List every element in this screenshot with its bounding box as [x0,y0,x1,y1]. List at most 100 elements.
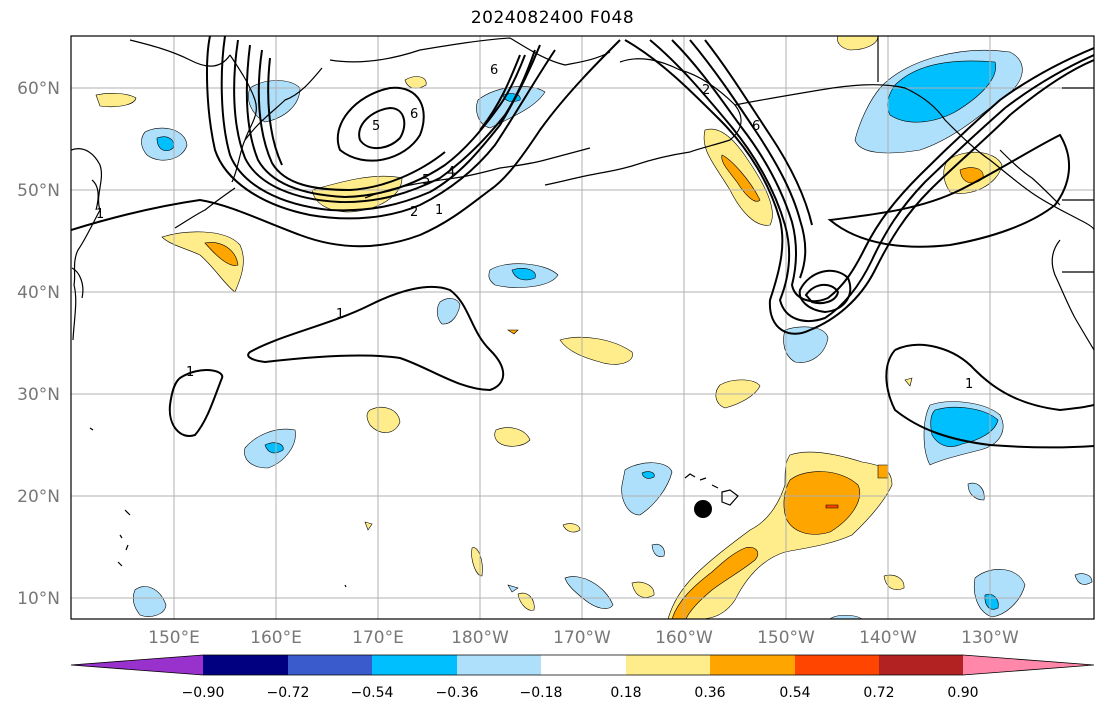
lon-label: 170°E [352,628,404,648]
map-frame [70,35,1095,620]
contour-label-group: 1 1 1 1 1 2 2 4 5 5 6 6 6 [96,63,973,392]
fill-yellow-small1 [364,521,373,531]
fill-blue-sw1-core [264,442,284,454]
fill-yellow-mid3 [507,329,519,335]
contour-label: 6 [490,63,498,78]
fill-blue-hawaii-w [621,462,673,516]
colorbar-tick-label: −0.36 [436,685,479,701]
lon-label: 160°E [250,628,302,648]
contour-w-3 [220,36,541,212]
coast-okhotsk [129,39,231,67]
longitude-labels: 150°E 160°E 170°E 180°W 170°W 160°W 150°… [148,628,1019,648]
contour-mid-1 [247,285,505,392]
contour-loop-1 [336,86,425,162]
lon-label: 140°W [859,628,917,648]
contour-e-5 [704,39,813,226]
colorbar-tick-label: 0.54 [779,685,810,701]
contour-e-4 [689,39,807,279]
lat-label: 40°N [17,283,60,303]
fill-yellow-mid4 [559,337,633,365]
contour-label: 4 [447,165,455,180]
lon-label: 160°W [655,628,713,648]
coast-siberia [329,37,611,66]
fill-orange-trop-big [783,471,860,535]
fill-blue-kamchatka [248,80,301,123]
fill-yellow-top [837,36,879,51]
contour-e-3 [671,39,1094,303]
contour-label: 1 [96,207,104,222]
contour-label: 6 [410,107,418,122]
colorbar-tick-label: 0.18 [610,685,641,701]
contour-w-7 [267,57,283,166]
coast-alaska-s [734,84,1094,231]
anomaly-fills [95,36,1093,619]
lon-label: 150°E [148,628,200,648]
contour-bering-1 [479,54,521,131]
fill-blue-trop2 [651,543,665,557]
fill-yellow-mid8 [494,427,531,447]
lat-label: 30°N [17,385,60,405]
colorbar-segment [626,655,710,675]
lat-label: 10°N [17,589,60,609]
coast-bc [999,149,1061,206]
fill-blue-mid2 [436,298,461,325]
lon-label: 150°W [757,628,815,648]
coast-hawaii [684,473,739,506]
fill-yellow-trop7 [517,592,535,611]
coast-na-west [1051,239,1094,351]
coast-asia [71,148,103,341]
contour-label: 2 [702,83,710,98]
contour-e-big [827,133,1071,248]
colorbar-segment [541,655,626,675]
contour-w-1 [71,39,621,248]
gridlines [71,36,1094,619]
coast-kamchatka [229,54,323,183]
colorbar-segment [457,655,541,675]
lat-label: 50°N [17,181,60,201]
contour-label: 5 [422,173,430,188]
coast-pacific-isl [89,427,347,588]
fill-orange-japan [204,242,239,266]
latitude-labels: 60°N 50°N 40°N 30°N 20°N 10°N [17,79,60,609]
fill-yellow-aleut-small [404,76,427,89]
colorbar-tick-label: −0.72 [267,685,310,701]
colorbar-tick-label: −0.18 [520,685,563,701]
colorbar-segment [879,655,963,675]
contour-label: 1 [336,307,344,322]
colorbar-tick-label: 0.72 [863,685,894,701]
colorbar-tick-label: 0.36 [694,685,725,701]
colorbar-segment [203,655,288,675]
colorbar-tick-label: −0.54 [351,685,394,701]
fill-blue-hawaii-w-core [641,471,655,479]
lat-label: 60°N [17,79,60,99]
contour-label: 5 [372,119,380,134]
colorbar: −0.90 −0.72 −0.54 −0.36 −0.18 0.18 0.36 … [70,654,1095,701]
colorbar-segment [795,655,879,675]
contour-label: 1 [186,365,194,380]
fill-yellow-nw1 [95,93,137,108]
lon-label: 170°W [553,628,611,648]
contour-w-4 [233,39,536,204]
fill-yellow-mid6 [366,407,401,433]
map-title: 2024082400 F048 [470,8,635,28]
contour-loop-2 [358,106,406,149]
fill-blue-trop5 [564,576,614,609]
colorbar-tick-label: −0.90 [182,685,225,701]
fill-red-trop [825,504,839,509]
contour-w-6 [257,49,446,192]
fill-blue-mid5 [783,326,829,363]
contour-w-2 [206,36,556,220]
location-marker [694,500,712,518]
fill-yellow-mid9 [904,377,913,387]
fill-orange-trop-sliver [877,464,889,479]
coast-aleut-chain2 [174,187,236,229]
contour-label: 2 [410,205,418,220]
contour-lines [71,36,1094,449]
lon-label: 180°W [451,628,509,648]
coast-border2 [1062,87,1094,273]
colorbar-segment [288,655,372,675]
contour-west-loop [168,369,224,437]
contour-e-loop [798,269,852,314]
